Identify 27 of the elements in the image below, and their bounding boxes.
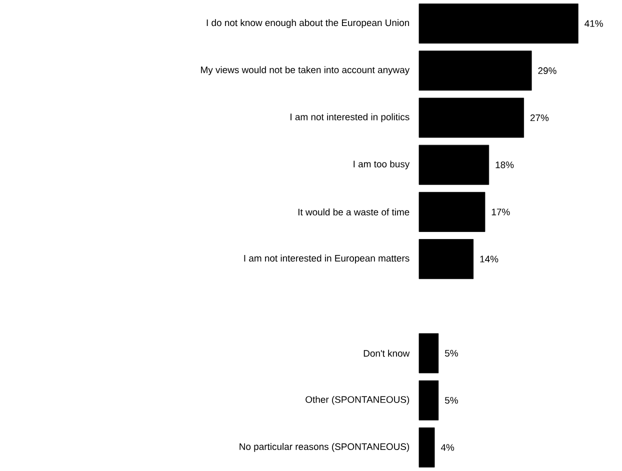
data-label: 14% bbox=[480, 256, 498, 262]
bar bbox=[418, 239, 474, 280]
data-label: 27% bbox=[530, 114, 549, 122]
data-label: 18% bbox=[496, 162, 514, 168]
data-label: 5% bbox=[444, 397, 458, 404]
y-tick-label: My views would not be taken into account anyway bbox=[201, 66, 410, 76]
bar bbox=[418, 98, 524, 138]
data-label: 29% bbox=[538, 67, 556, 74]
y-tick-label: I am too busy bbox=[354, 160, 410, 170]
data-label: 4% bbox=[440, 444, 454, 451]
y-tick-label: Other (SPONTANEOUS) bbox=[306, 396, 410, 405]
data-label: 17% bbox=[492, 208, 510, 216]
y-tick-label: Don't know bbox=[364, 350, 410, 357]
data-label: 5% bbox=[444, 350, 458, 357]
y-tick-label: No particular reasons (SPONTANEOUS) bbox=[240, 443, 410, 452]
bar bbox=[418, 50, 532, 91]
data-label: 41% bbox=[584, 20, 603, 27]
y-tick-label: I am not interested in politics bbox=[290, 113, 410, 122]
bar bbox=[418, 333, 439, 374]
y-tick-label: I am not interested in European matters bbox=[244, 254, 410, 264]
bar bbox=[418, 4, 578, 44]
bar bbox=[418, 380, 439, 420]
y-tick-label: I do not know enough about the European Union bbox=[206, 19, 409, 28]
bar bbox=[418, 427, 435, 468]
y-tick-label: It would be a waste of time bbox=[298, 208, 410, 216]
bar bbox=[418, 144, 490, 185]
bar bbox=[418, 192, 486, 232]
